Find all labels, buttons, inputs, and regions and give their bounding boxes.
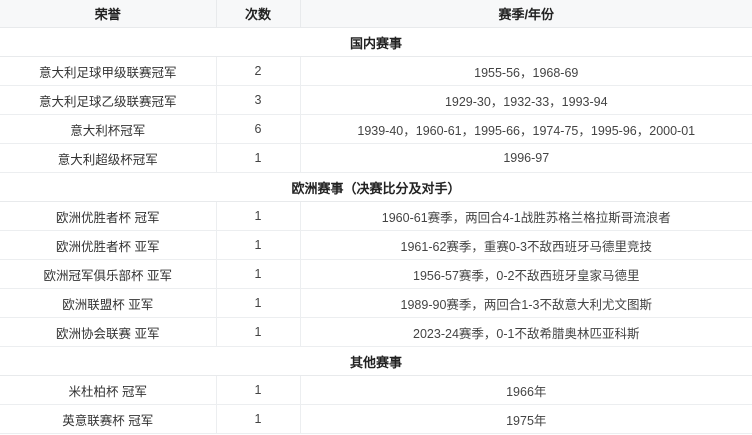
cell-honour: 意大利足球乙级联赛冠军 [0,85,217,115]
cell-honour: 意大利超级杯冠军 [0,143,217,173]
section-title: 欧洲赛事（决赛比分及对手） [0,172,752,202]
table-row: 欧洲优胜者杯 亚军 1 1961-62赛季，重赛0-3不敌西班牙马德里竞技 [0,230,752,260]
section-title: 国内赛事 [0,27,752,57]
cell-season: 1960-61赛季，两回合4-1战胜苏格兰格拉斯哥流浪者 [300,201,752,231]
table-row: 英意联赛杯 冠军 1 1975年 [0,404,752,434]
cell-count: 1 [216,404,301,434]
cell-honour: 意大利杯冠军 [0,114,217,144]
table-body: 国内赛事 意大利足球甲级联赛冠军 2 1955-56，1968-69 意大利足球乙级联赛… [0,27,752,434]
cell-honour: 欧洲冠军俱乐部杯 亚军 [0,259,217,289]
table-row: 米杜柏杯 冠军 1 1966年 [0,375,752,405]
cell-honour: 欧洲协会联赛 亚军 [0,317,217,347]
table-row: 意大利足球甲级联赛冠军 2 1955-56，1968-69 [0,56,752,86]
cell-season: 1996-97 [300,143,752,173]
column-header-season: 赛季/年份 [300,0,752,28]
table-row: 欧洲冠军俱乐部杯 亚军 1 1956-57赛季，0-2不敌西班牙皇家马德里 [0,259,752,289]
cell-count: 1 [216,259,301,289]
table-row: 欧洲联盟杯 亚军 1 1989-90赛季，两回合1-3不敌意大利尤文图斯 [0,288,752,318]
column-header-honour: 荣誉 [0,0,217,28]
cell-count: 1 [216,143,301,173]
cell-honour: 英意联赛杯 冠军 [0,404,217,434]
cell-honour: 欧洲优胜者杯 亚军 [0,230,217,260]
cell-season: 1989-90赛季，两回合1-3不敌意大利尤文图斯 [300,288,752,318]
cell-season: 1956-57赛季，0-2不敌西班牙皇家马德里 [300,259,752,289]
section-header-row: 其他赛事 [0,346,752,376]
cell-count: 6 [216,114,301,144]
cell-season: 1929-30，1932-33，1993-94 [300,85,752,115]
cell-season: 1961-62赛季，重赛0-3不敌西班牙马德里竞技 [300,230,752,260]
cell-honour: 米杜柏杯 冠军 [0,375,217,405]
cell-season: 1966年 [300,375,752,405]
cell-count: 1 [216,317,301,347]
section-title: 其他赛事 [0,346,752,376]
cell-count: 1 [216,288,301,318]
cell-count: 1 [216,201,301,231]
cell-count: 2 [216,56,301,86]
cell-honour: 欧洲优胜者杯 冠军 [0,201,217,231]
cell-count: 1 [216,230,301,260]
table-row: 意大利杯冠军 6 1939-40，1960-61，1995-66，1974-75，1… [0,114,752,144]
section-header-row: 欧洲赛事（决赛比分及对手） [0,172,752,202]
cell-season: 1939-40，1960-61，1995-66，1974-75，1995-96，… [300,114,752,144]
cell-honour: 意大利足球甲级联赛冠军 [0,56,217,86]
section-header-row: 国内赛事 [0,27,752,57]
table-row: 欧洲优胜者杯 冠军 1 1960-61赛季，两回合4-1战胜苏格兰格拉斯哥流浪者 [0,201,752,231]
cell-season: 1955-56，1968-69 [300,56,752,86]
column-header-count: 次数 [216,0,301,28]
cell-count: 1 [216,375,301,405]
table-header: 荣誉 次数 赛季/年份 [0,0,752,28]
cell-season: 1975年 [300,404,752,434]
cell-honour: 欧洲联盟杯 亚军 [0,288,217,318]
cell-count: 3 [216,85,301,115]
table-row: 欧洲协会联赛 亚军 1 2023-24赛季，0-1不敌希腊奥林匹亚科斯 [0,317,752,347]
table-row: 意大利超级杯冠军 1 1996-97 [0,143,752,173]
cell-season: 2023-24赛季，0-1不敌希腊奥林匹亚科斯 [300,317,752,347]
table-header-row: 荣誉 次数 赛季/年份 [0,0,752,28]
table-row: 意大利足球乙级联赛冠军 3 1929-30，1932-33，1993-94 [0,85,752,115]
